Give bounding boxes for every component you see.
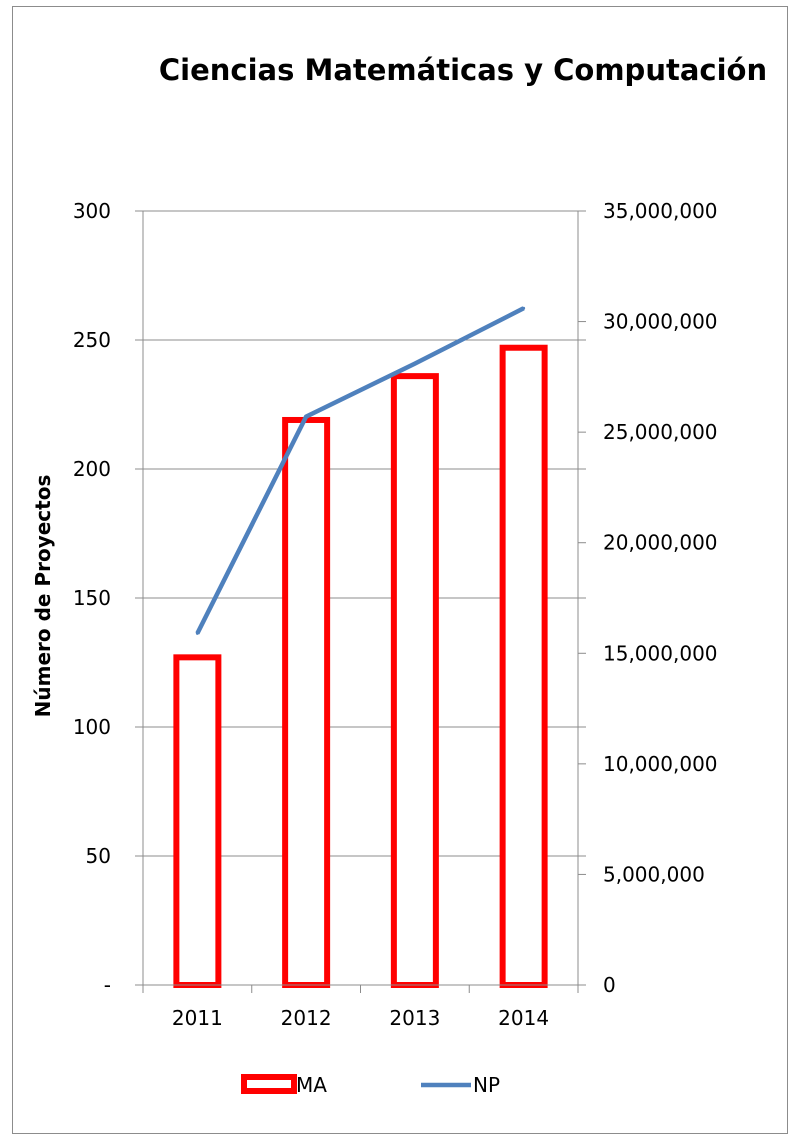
- bar-ma-2011: [173, 654, 222, 989]
- chart-title: Ciencias Matemáticas y Computación: [159, 53, 767, 87]
- right-tick-label: 20,000,000: [603, 531, 718, 555]
- point-np-2012: [304, 415, 308, 419]
- point-np-2013: [413, 362, 417, 366]
- left-axis-ticks: - 50 100 150 200 250 300: [73, 199, 111, 997]
- x-axis-ticks: 2011 2012 2013 2014: [172, 1006, 549, 1030]
- line-series-np: [195, 306, 526, 635]
- left-tick-label: 250: [73, 328, 111, 352]
- point-np-2011: [195, 631, 199, 635]
- left-tick-label: 300: [73, 199, 111, 223]
- right-tick-label: 35,000,000: [603, 199, 718, 223]
- bar-ma-2014: [499, 344, 548, 988]
- y-axis-label: Número de Proyectos: [31, 475, 55, 718]
- left-tick-label: -: [104, 973, 111, 997]
- legend-label-np: NP: [473, 1073, 500, 1097]
- bar-ma-2012: [282, 416, 331, 989]
- bar-series-ma: [173, 344, 548, 989]
- right-tick-label: 15,000,000: [603, 641, 718, 665]
- line-np: [195, 306, 525, 635]
- x-tick-label: 2013: [389, 1006, 440, 1030]
- axes: [135, 210, 586, 993]
- right-axis-ticks: 0 5,000,000 10,000,000 15,000,000 20,000,000…: [603, 199, 718, 997]
- x-tick-label: 2012: [281, 1006, 332, 1030]
- legend-label-ma: MA: [296, 1073, 327, 1097]
- left-tick-label: 100: [73, 715, 111, 739]
- right-tick-label: 25,000,000: [603, 420, 718, 444]
- legend-swatch-ma: [241, 1074, 297, 1094]
- right-tick-label: 30,000,000: [603, 310, 718, 334]
- right-tick-label: 10,000,000: [603, 752, 718, 776]
- legend: MA NP: [241, 1073, 500, 1097]
- x-tick-label: 2011: [172, 1006, 223, 1030]
- bar-ma-2013: [390, 373, 439, 988]
- x-tick-label: 2014: [498, 1006, 549, 1030]
- right-tick-label: 5,000,000: [603, 862, 705, 886]
- left-tick-label: 50: [86, 844, 111, 868]
- left-tick-label: 150: [73, 586, 111, 610]
- point-np-2014: [522, 306, 526, 310]
- left-tick-label: 200: [73, 457, 111, 481]
- right-tick-label: 0: [603, 973, 616, 997]
